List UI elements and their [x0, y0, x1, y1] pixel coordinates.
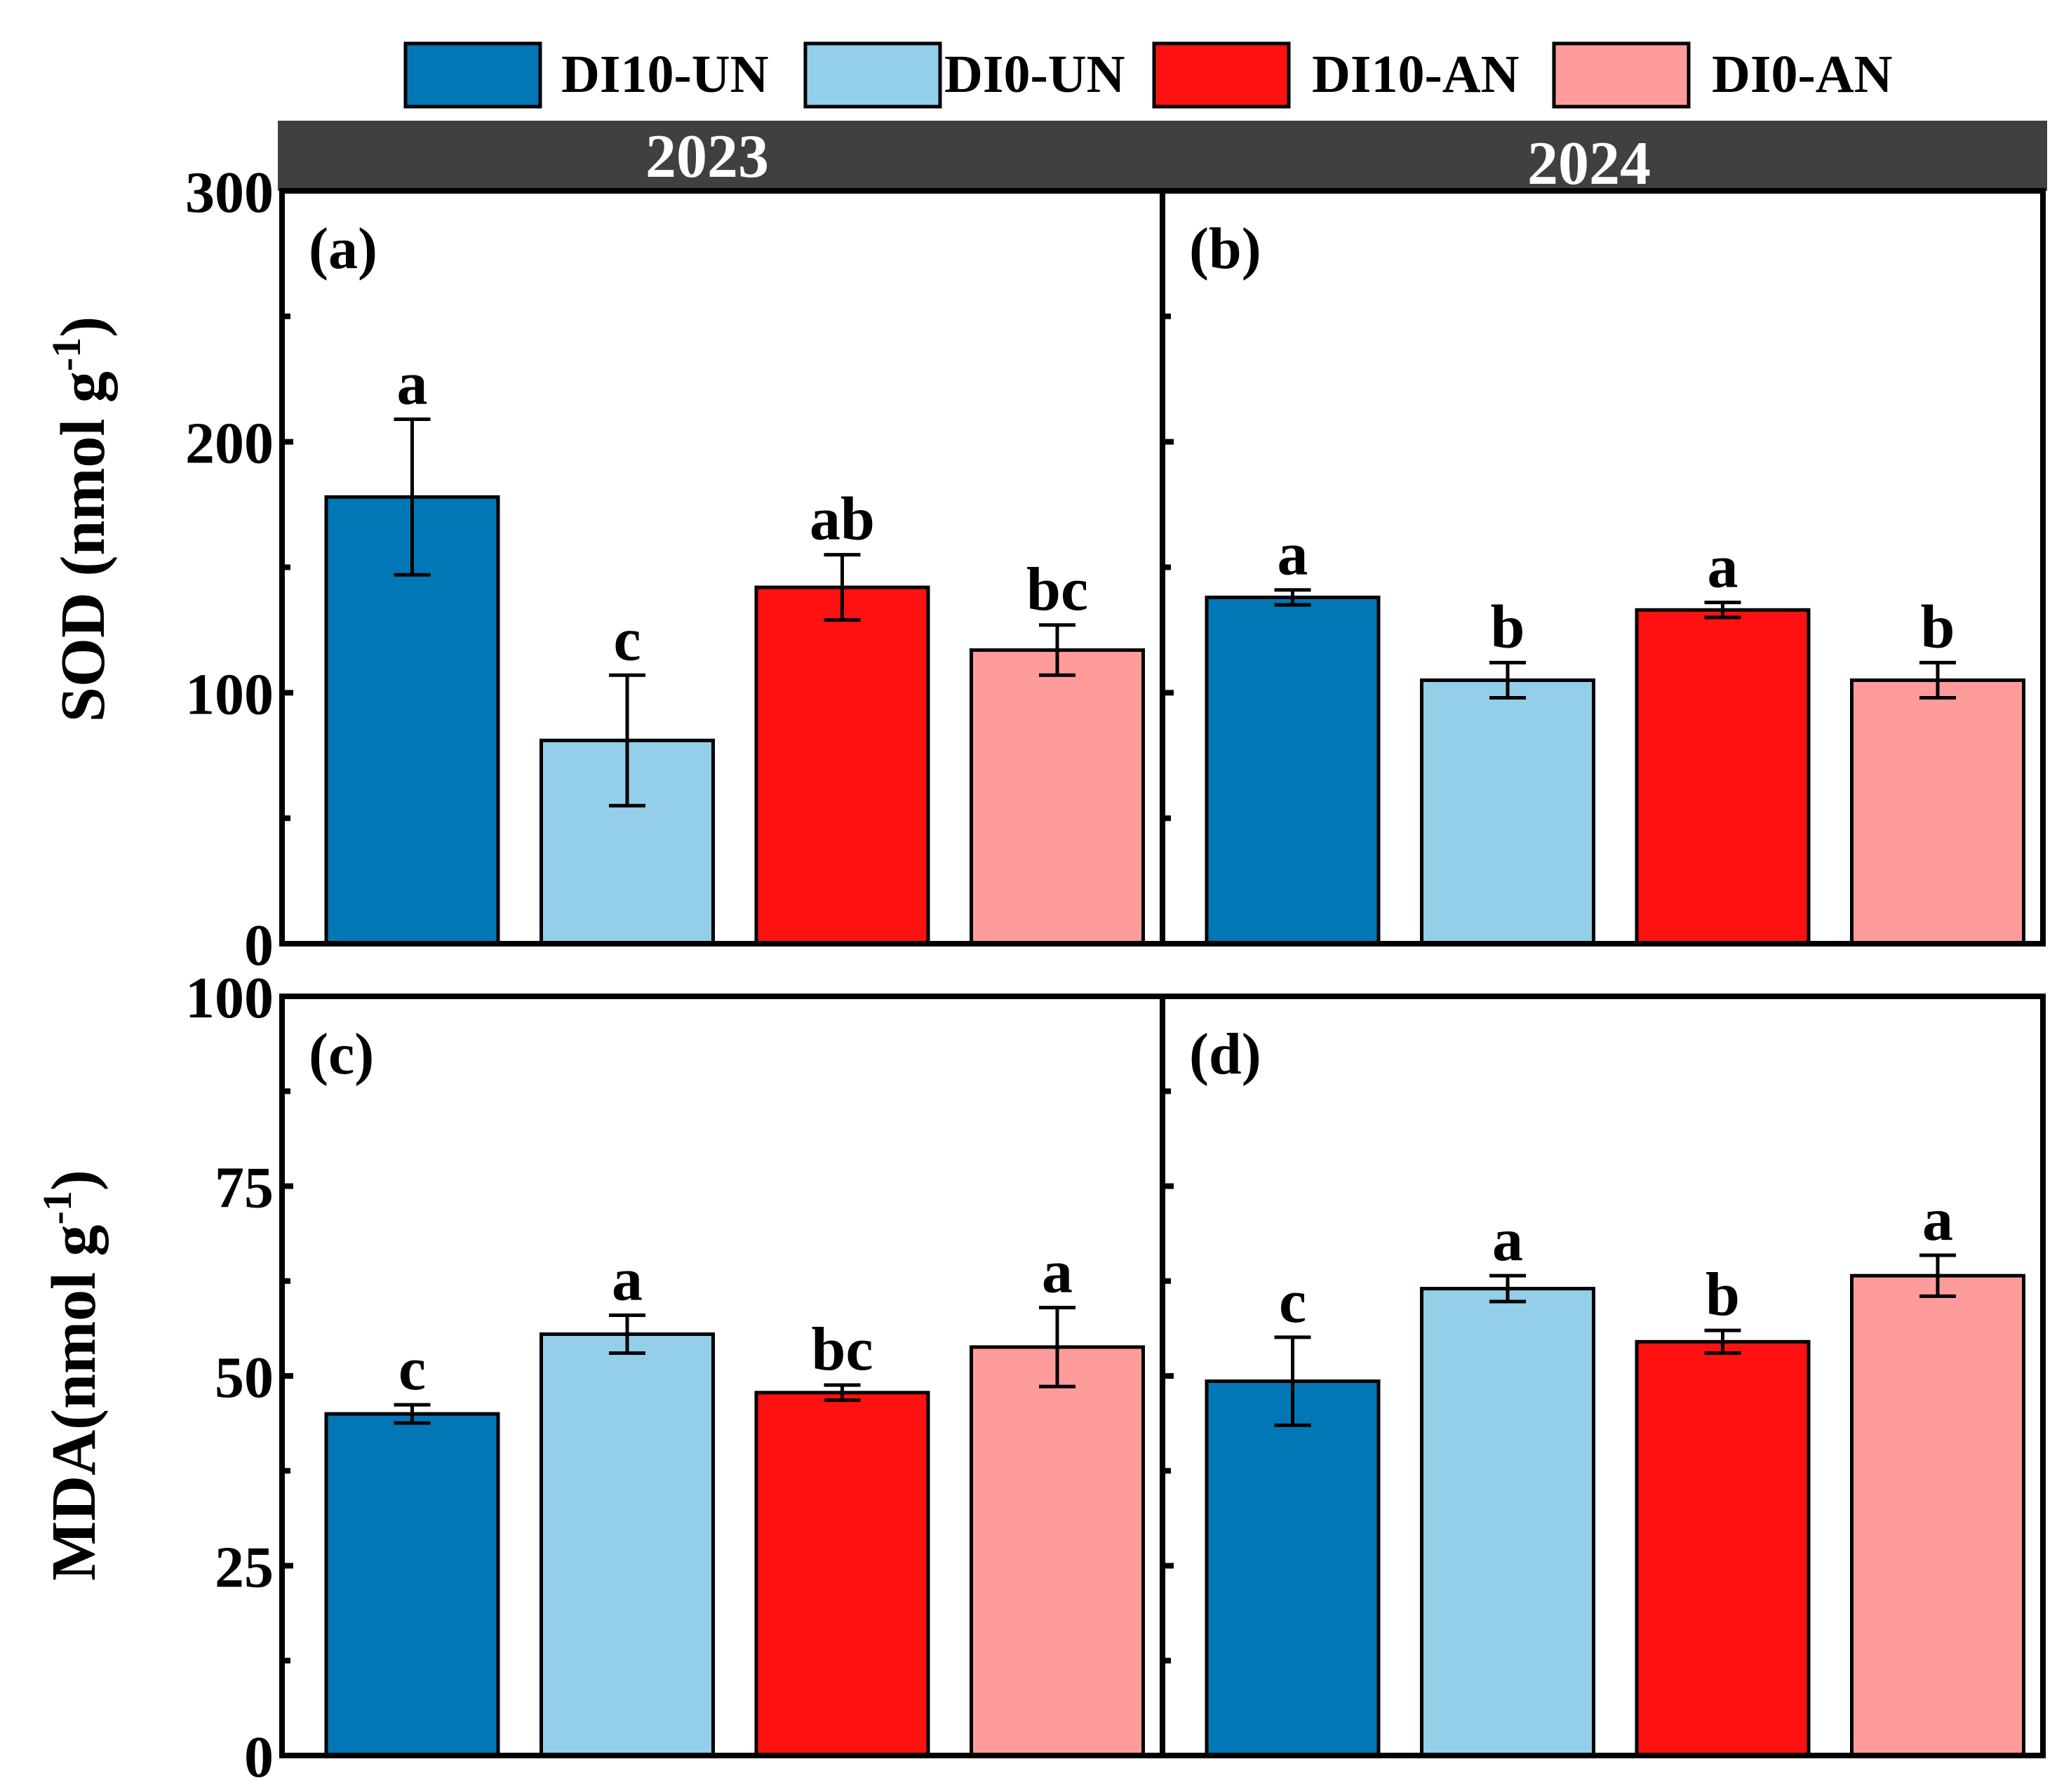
legend-swatch — [803, 41, 942, 109]
error-bar — [1489, 660, 1526, 700]
legend-item: DI0-AN — [1552, 41, 1893, 109]
error-bar — [1274, 1335, 1311, 1427]
error-bar — [609, 1313, 645, 1356]
panels: acabbc0100200300(a)abab(b)cabca025507510… — [185, 160, 2046, 1790]
legend-swatch — [403, 41, 542, 109]
y-tick-label: 100 — [185, 662, 274, 727]
bar-DI10-AN — [1635, 608, 1811, 946]
legend: DI10-UN DI0-UN DI10-AN DI0-AN — [403, 41, 1893, 109]
bar-DI0-UN — [539, 1332, 715, 1758]
significance-letter: a — [1042, 1238, 1073, 1306]
y-tick-label: 300 — [185, 160, 274, 225]
legend-label: DI10-AN — [1312, 45, 1520, 104]
significance-letter: b — [1705, 1261, 1740, 1329]
legend-label: DI0-AN — [1712, 45, 1893, 104]
mda-axis-title-main: MDA(nmol g — [39, 1224, 109, 1580]
error-bar — [609, 673, 645, 808]
significance-letter: b — [1921, 593, 1955, 661]
significance-letter: c — [398, 1335, 426, 1403]
year-strip-bar — [278, 121, 2047, 191]
bar-DI10-AN — [1635, 1339, 1811, 1758]
bar-DI0-UN — [1420, 678, 1595, 946]
legend-item: DI10-UN — [403, 41, 769, 109]
y-tick-label: 25 — [215, 1535, 274, 1600]
bar-DI0-AN — [970, 1345, 1145, 1758]
y-tick-label: 0 — [244, 913, 274, 978]
bar-DI10-AN — [754, 585, 930, 946]
error-bar — [1919, 660, 1956, 700]
year-strip: 2023 2024 — [278, 121, 2047, 198]
error-bar — [1704, 1328, 1741, 1356]
legend-label: DI0-UN — [944, 45, 1125, 104]
y-tick-label: 0 — [244, 1725, 274, 1790]
bar-DI10-UN — [1205, 1379, 1381, 1758]
mda-axis-title-end: ) — [39, 1170, 109, 1191]
significance-letter: a — [1492, 1206, 1523, 1274]
y-tick-label: 200 — [185, 411, 274, 476]
panel-tag: (d) — [1189, 1022, 1261, 1087]
significance-letter: c — [613, 606, 641, 674]
y-tick-label: 50 — [215, 1345, 274, 1410]
panel-a: a c ab bc 0 100 200 300 (a) — [185, 160, 1165, 978]
sod-axis-title: SOD (nmol g-1) — [43, 316, 118, 722]
significance-letter: a — [612, 1245, 643, 1313]
significance-letter: a — [1922, 1186, 1953, 1254]
bar-DI10-UN — [324, 1412, 500, 1758]
error-bar — [394, 417, 431, 577]
legend-item: DI0-UN — [803, 41, 1125, 109]
sod-axis-title-sup: -1 — [43, 337, 89, 371]
error-bar — [824, 553, 861, 622]
bar-DI0-AN — [970, 648, 1145, 946]
error-bar — [1039, 623, 1075, 677]
panel-tag: (b) — [1189, 216, 1261, 281]
error-bar — [1704, 601, 1741, 620]
significance-letter: a — [1708, 533, 1738, 601]
error-bar — [824, 1383, 861, 1403]
year-label-2024: 2024 — [1527, 130, 1651, 198]
significance-letter: a — [397, 349, 428, 417]
error-bar — [1489, 1273, 1526, 1304]
legend-item: DI10-AN — [1152, 41, 1520, 109]
error-bar — [394, 1403, 431, 1425]
bar-DI10-AN — [754, 1391, 930, 1758]
panel-tag: (c) — [309, 1022, 374, 1087]
panel-b: a b a b (b) — [1160, 188, 2046, 947]
y-axis-labels: SOD (nmol g-1)MDA(nmol g-1) — [34, 316, 118, 1581]
error-bar — [1274, 588, 1311, 607]
panel-c: c a bc a 0 25 50 75 100 (c) — [185, 965, 1165, 1790]
bar-DI0-UN — [1420, 1287, 1595, 1758]
y-tick-label: 100 — [185, 965, 274, 1031]
mda-axis-title: MDA(nmol g-1) — [34, 1170, 109, 1581]
bar-DI10-UN — [1205, 595, 1381, 946]
error-bar — [1919, 1253, 1956, 1298]
mda-axis-title-sup: -1 — [34, 1191, 80, 1224]
error-bar — [1039, 1306, 1075, 1389]
significance-letter: ab — [810, 486, 875, 554]
year-label-2023: 2023 — [645, 123, 769, 191]
bar-DI0-AN — [1850, 1273, 2025, 1758]
panel-tag: (a) — [309, 216, 377, 281]
significance-letter: bc — [1026, 556, 1088, 624]
sod-axis-title-end: ) — [48, 316, 118, 337]
bar-DI0-AN — [1850, 678, 2025, 946]
legend-label: DI10-UN — [561, 45, 769, 104]
legend-swatch — [1152, 41, 1291, 109]
significance-letter: c — [1279, 1268, 1306, 1336]
legend-swatch — [1552, 41, 1691, 109]
panel-d: c a b a (d) — [1160, 994, 2046, 1758]
significance-letter: a — [1278, 521, 1308, 589]
significance-letter: bc — [812, 1316, 873, 1384]
significance-letter: b — [1491, 593, 1525, 661]
y-tick-label: 75 — [215, 1156, 274, 1221]
sod-axis-title-main: SOD (nmol g — [48, 371, 118, 722]
